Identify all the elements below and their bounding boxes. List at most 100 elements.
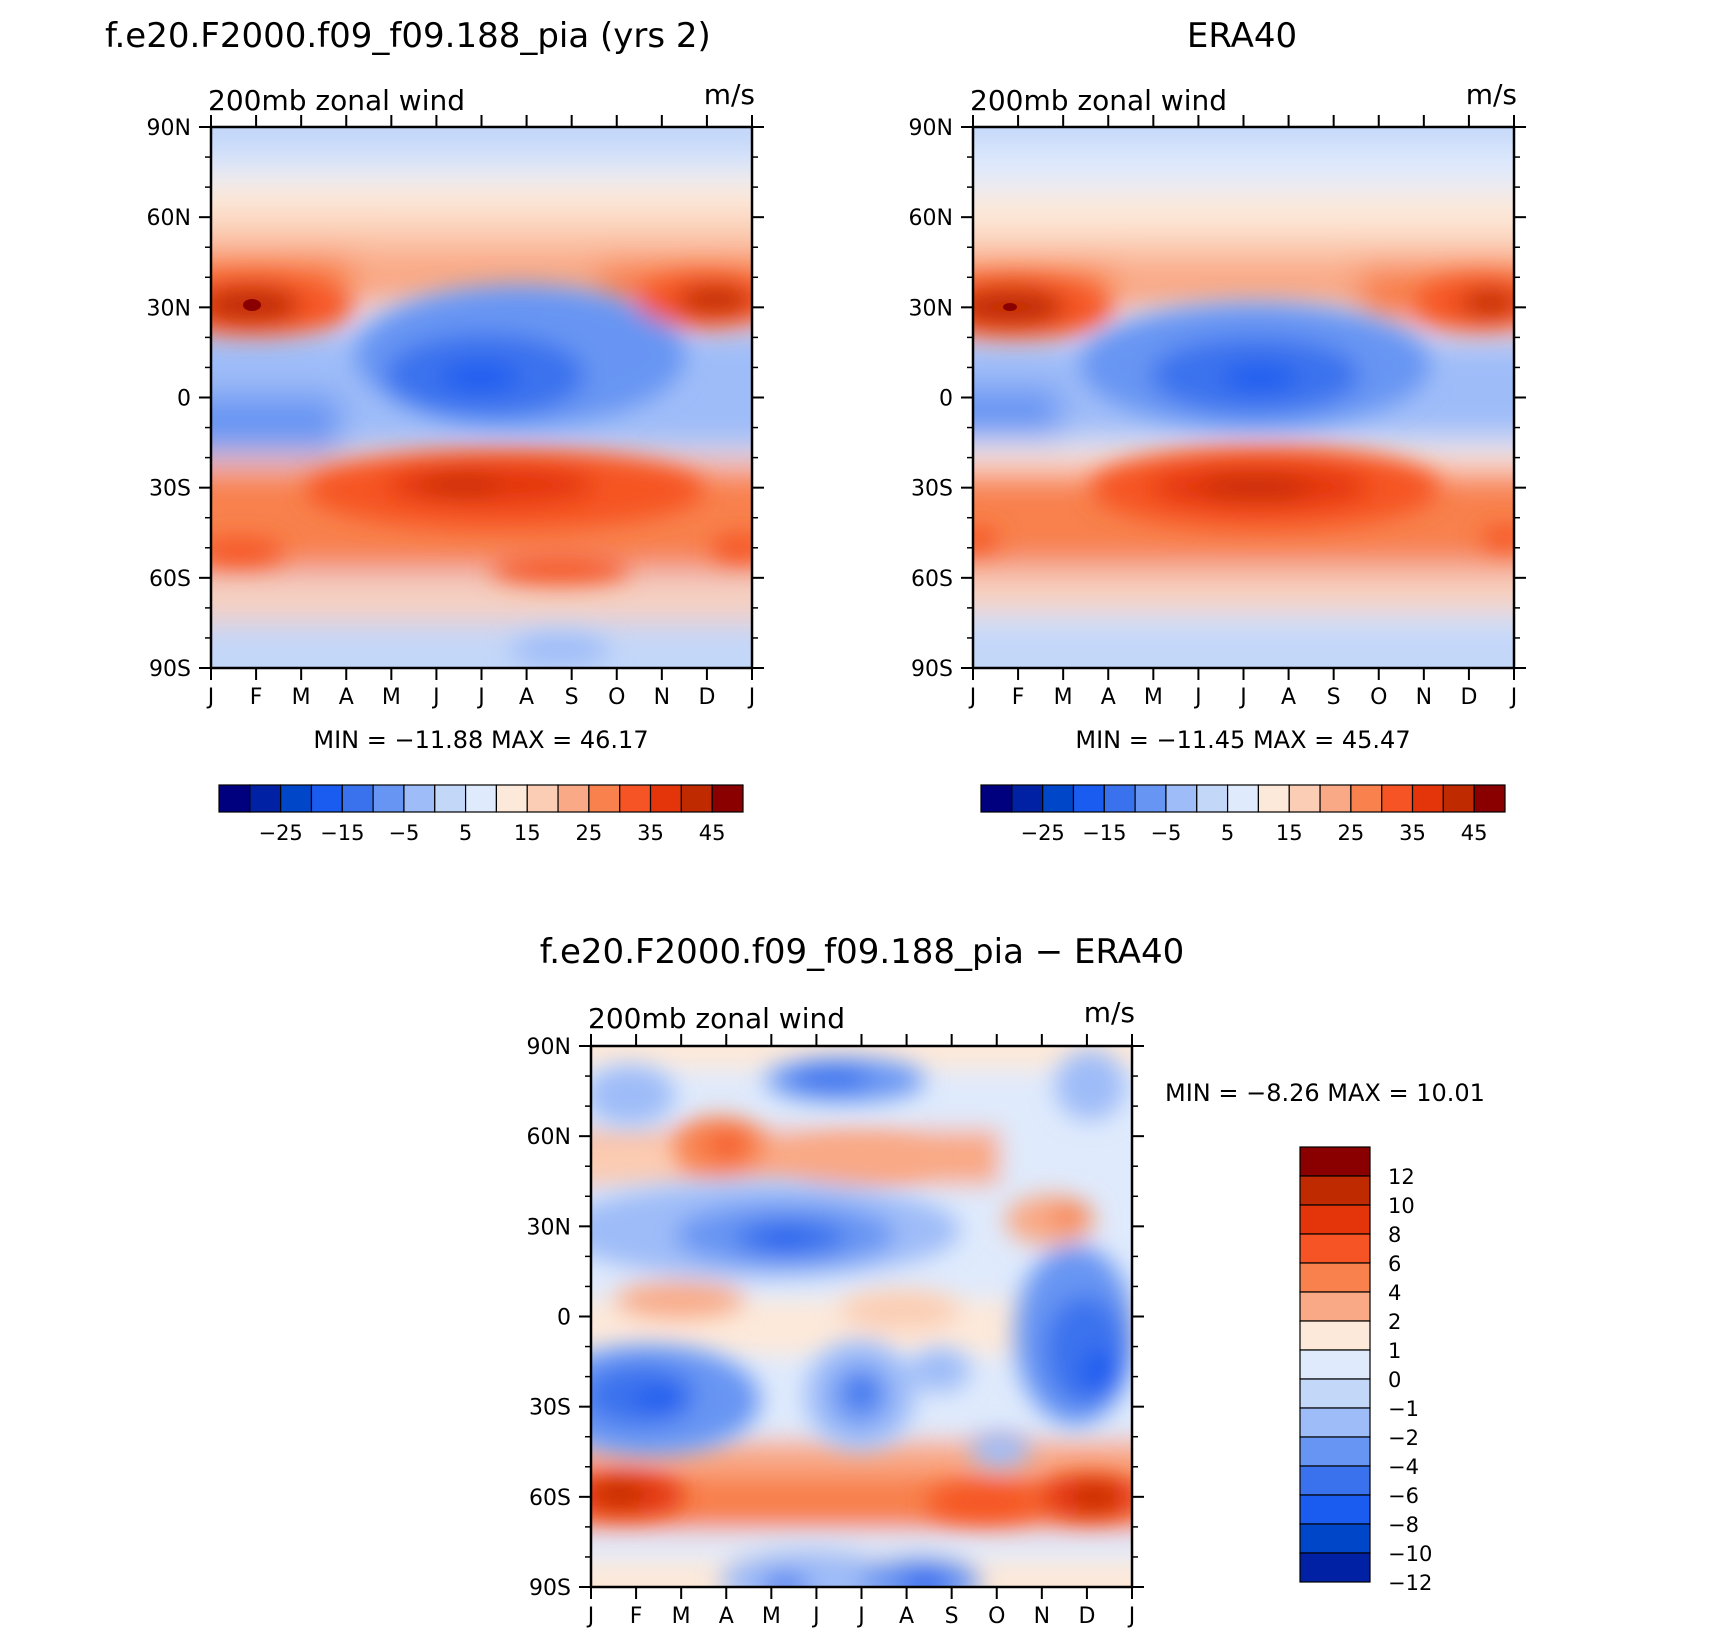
y-tick-label: 30S (149, 477, 191, 502)
colorbar-swatch (495, 784, 528, 813)
y-tick-label: 90N (909, 116, 953, 141)
x-tick-label: A (899, 1604, 914, 1629)
colorbar-swatch (649, 784, 682, 813)
y-tick-label: 90S (149, 657, 191, 682)
x-tick-label: M (382, 685, 401, 710)
colorbar-swatch (1011, 784, 1044, 813)
colorbar-swatch (1473, 784, 1506, 813)
y-tick-label: 90S (911, 657, 953, 682)
x-tick-label: M (762, 1604, 781, 1629)
y-tick-label: 90S (529, 1576, 571, 1601)
y-tick-label: 30S (911, 477, 953, 502)
colorbar-label: −15 (1082, 821, 1126, 845)
colorbar-label: 45 (699, 821, 726, 845)
colorbar-label: −2 (1388, 1426, 1419, 1450)
x-tick-label: A (519, 685, 534, 710)
panel-model-contour-field (211, 127, 752, 668)
colorbar-swatch (711, 784, 744, 813)
y-tick-label: 30S (529, 1396, 571, 1421)
colorbar-label: 4 (1388, 1281, 1401, 1305)
colorbar-swatch (310, 784, 343, 813)
colorbar-swatch (1072, 784, 1105, 813)
colorbar-label: −5 (1150, 821, 1181, 845)
panel-difference: f.e20.F2000.f09_f09.188_pia − ERA40 200m… (527, 932, 1485, 1629)
x-tick-label: O (1370, 685, 1387, 710)
x-tick-label: M (672, 1604, 691, 1629)
x-tick-label: A (1281, 685, 1296, 710)
colorbar-swatch (1299, 1378, 1371, 1409)
y-tick-label: 30N (909, 296, 953, 321)
colorbar-label: 35 (1399, 821, 1426, 845)
x-tick-label: F (630, 1604, 643, 1629)
colorbar-swatch (1103, 784, 1136, 813)
colorbar-swatch (1319, 784, 1352, 813)
colorbar-label: −4 (1388, 1455, 1419, 1479)
panel-era40-min-max: MIN = −11.45 MAX = 45.47 (1075, 726, 1410, 754)
colorbar-swatch (218, 784, 251, 813)
panel-era40-axes: J F M A M J J A S O N D J 90N 60N 30N 0 30S 60S 90S (909, 115, 1526, 710)
colorbar-label: −5 (388, 821, 419, 845)
x-tick-label: J (1509, 685, 1518, 710)
colorbar-swatch (980, 784, 1013, 813)
colorbar-swatch (1196, 784, 1229, 813)
x-tick-label: D (1078, 1604, 1095, 1629)
x-tick-label: O (608, 685, 625, 710)
colorbar-label: 25 (1338, 821, 1365, 845)
colorbar-swatch (1299, 1204, 1371, 1235)
colorbar-swatch (1299, 1291, 1371, 1322)
panel-model-title: f.e20.F2000.f09_f09.188_pia (yrs 2) (105, 16, 711, 56)
colorbar-label: 45 (1461, 821, 1488, 845)
x-tick-label: M (1054, 685, 1073, 710)
panel-model-axes: J F M A M J J A S O N D J 90N 60N 30N 0 30S 60S 90S (147, 115, 764, 710)
panel-model-units-label: m/s (704, 78, 755, 111)
colorbar-label: −15 (320, 821, 364, 845)
colorbar-swatch (1299, 1523, 1371, 1554)
x-tick-label: J (811, 1604, 820, 1629)
panel-difference-axes: J F M A M J J A S O N D J 90N 60N 30N 0 30S 60S 90S (527, 1034, 1144, 1629)
colorbar-swatch (1226, 784, 1260, 813)
colorbar-swatch (434, 784, 467, 813)
colorbar-label: 15 (514, 821, 541, 845)
panel-model-min-max: MIN = −11.88 MAX = 46.17 (313, 726, 648, 754)
x-tick-label: F (250, 685, 263, 710)
panel-difference-variable-label: 200mb zonal wind (588, 1002, 845, 1035)
colorbar-swatch (1042, 784, 1075, 813)
colorbar-swatch (557, 784, 590, 813)
panel-difference-units-label: m/s (1084, 996, 1135, 1029)
x-tick-label: M (292, 685, 311, 710)
panel-era40-colorbar: −25 −15 −5 5 15 25 35 45 (980, 784, 1506, 845)
colorbar-swatch (341, 784, 374, 813)
colorbar-swatch (619, 784, 652, 813)
colorbar-label: 6 (1388, 1252, 1401, 1276)
panel-era40-title: ERA40 (1187, 16, 1297, 56)
colorbar-swatch (680, 784, 713, 813)
colorbar-swatch (1299, 1552, 1371, 1583)
panel-era40-contour-field (973, 127, 1514, 668)
x-tick-label: S (1327, 685, 1341, 710)
colorbar-label: 0 (1388, 1368, 1401, 1392)
panel-difference-title: f.e20.F2000.f09_f09.188_pia − ERA40 (540, 932, 1185, 972)
colorbar-swatch (464, 784, 498, 813)
colorbar-label: 5 (459, 821, 472, 845)
panel-model-variable-label: 200mb zonal wind (208, 84, 465, 117)
colorbar-swatch (1442, 784, 1475, 813)
x-tick-label: J (431, 685, 440, 710)
y-tick-label: 60N (909, 206, 953, 231)
y-tick-label: 90N (147, 116, 191, 141)
x-tick-label: M (1144, 685, 1163, 710)
y-tick-label: 30N (527, 1215, 571, 1240)
x-tick-label: J (1238, 685, 1247, 710)
colorbar-swatch (1299, 1320, 1371, 1351)
colorbar-label: 5 (1221, 821, 1234, 845)
colorbar-label: −10 (1388, 1542, 1432, 1566)
panel-difference-contour-field (591, 1046, 1132, 1587)
x-tick-label: N (654, 685, 670, 710)
x-tick-label: D (1460, 685, 1477, 710)
panel-era40-variable-label: 200mb zonal wind (970, 84, 1227, 117)
colorbar-label: −12 (1388, 1571, 1432, 1595)
x-tick-label: J (586, 1604, 595, 1629)
colorbar-swatch (280, 784, 313, 813)
colorbar-swatch (1165, 784, 1198, 813)
colorbar-swatch (1134, 784, 1167, 813)
